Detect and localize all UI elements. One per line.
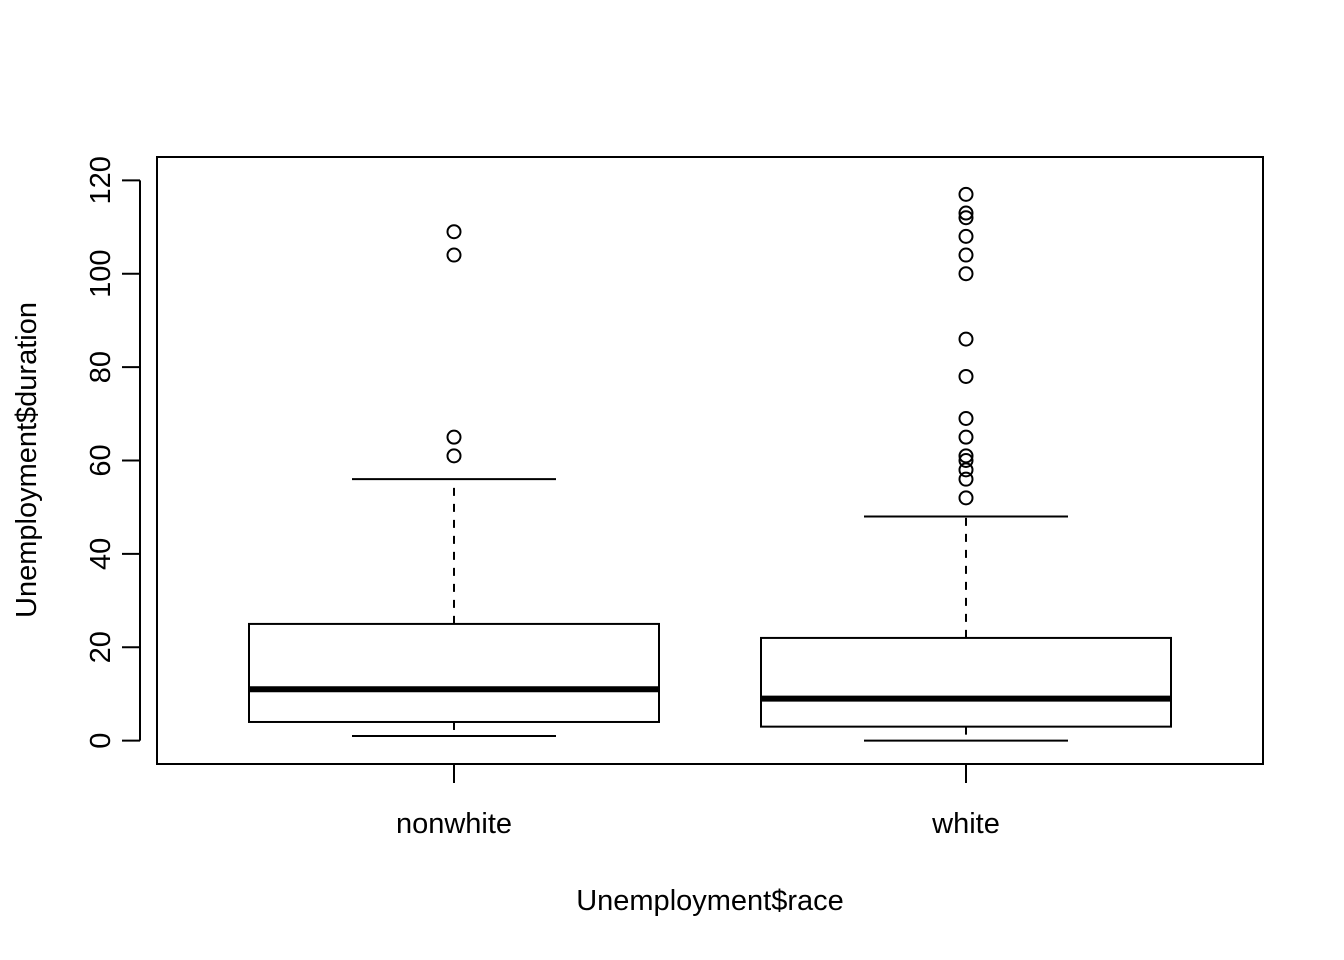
x-tick-label: white — [931, 808, 1000, 840]
iqr-box — [760, 636, 1172, 728]
y-tick-label: 40 — [85, 538, 117, 570]
x-tick-label: nonwhite — [396, 808, 512, 840]
outlier-point — [446, 247, 462, 263]
outlier-point — [958, 186, 974, 202]
y-axis-label: Unemployment$duration — [11, 302, 43, 618]
outlier-point — [446, 224, 462, 240]
outlier-point — [958, 453, 974, 468]
outlier-point — [958, 490, 974, 506]
outlier-point — [958, 210, 974, 226]
outlier-point — [958, 410, 974, 426]
outlier-point — [958, 247, 974, 263]
outlier-point — [958, 429, 974, 445]
y-tick-label: 100 — [85, 250, 117, 298]
y-tick-label: 120 — [85, 156, 117, 204]
outlier-point — [958, 266, 974, 282]
y-tick-label: 60 — [85, 444, 117, 476]
box-white — [760, 186, 1172, 742]
y-tick-label: 0 — [85, 733, 117, 749]
y-axis: 0 20 40 60 80 100 120 — [85, 156, 141, 749]
iqr-box — [248, 622, 660, 723]
y-tick-label: 20 — [85, 631, 117, 663]
x-axis-label: Unemployment$race — [576, 885, 844, 917]
outlier-point — [958, 331, 974, 347]
outlier-point — [446, 429, 462, 445]
outlier-point — [958, 368, 974, 384]
x-axis: nonwhite white — [396, 764, 1000, 840]
outlier-point — [958, 471, 974, 487]
outlier-point — [958, 228, 974, 244]
outlier-point — [958, 205, 974, 221]
outlier-point — [446, 448, 462, 464]
outlier-point — [958, 462, 974, 478]
plot-frame — [156, 156, 1264, 765]
boxes — [248, 186, 1172, 742]
box-nonwhite — [248, 224, 660, 737]
y-tick-label: 80 — [85, 351, 117, 383]
outlier-point — [958, 448, 974, 464]
